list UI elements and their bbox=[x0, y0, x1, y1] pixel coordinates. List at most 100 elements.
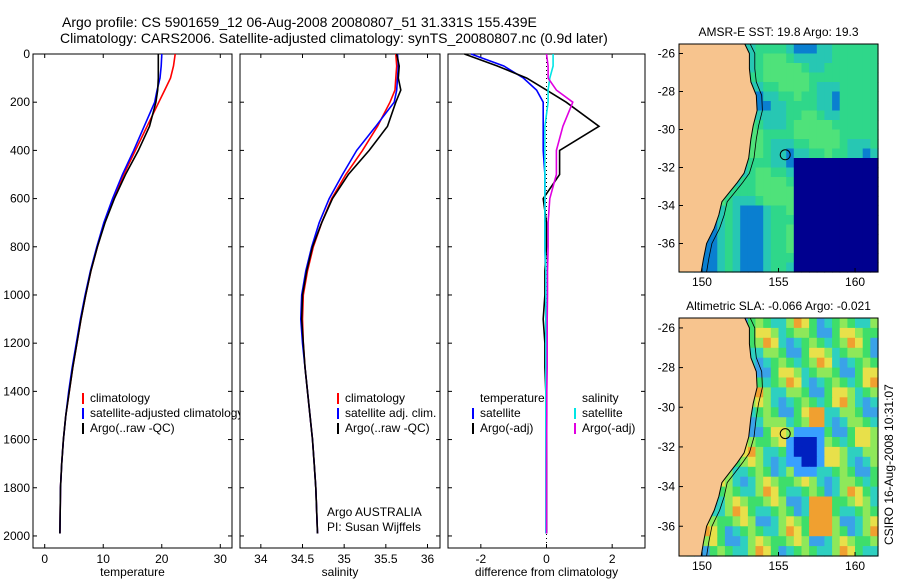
map-cell bbox=[717, 243, 726, 254]
legend-entry: climatology bbox=[90, 391, 150, 405]
map-cell bbox=[786, 72, 795, 83]
map-cell bbox=[770, 407, 780, 418]
map-cell bbox=[778, 177, 787, 188]
coastline bbox=[700, 43, 758, 273]
map-cell bbox=[862, 437, 871, 448]
shelf-contour bbox=[706, 43, 763, 273]
legend-entry: satellite-adjusted climatology bbox=[90, 406, 243, 420]
map-cell bbox=[770, 347, 780, 359]
map-cell bbox=[755, 215, 764, 226]
map-cell bbox=[832, 158, 841, 169]
map-cell bbox=[847, 139, 856, 150]
map-cell bbox=[824, 506, 833, 517]
map-cell bbox=[832, 318, 841, 329]
map-cell bbox=[793, 101, 803, 112]
map-cell bbox=[747, 158, 757, 169]
map-cell bbox=[793, 476, 803, 488]
map-cell bbox=[724, 262, 734, 273]
map-cell bbox=[755, 91, 764, 102]
map-cell bbox=[870, 367, 879, 379]
map-cell bbox=[778, 526, 787, 537]
map-cell bbox=[832, 234, 841, 245]
map-cell bbox=[778, 82, 787, 93]
map-cell bbox=[793, 417, 803, 428]
map-cell bbox=[717, 262, 726, 273]
map-cell bbox=[778, 476, 787, 488]
map-cell bbox=[793, 536, 803, 547]
map-cell bbox=[839, 476, 848, 488]
header-line-1: Argo profile: CS 5901659_12 06-Aug-2008 … bbox=[62, 14, 537, 30]
map-cell bbox=[809, 337, 818, 349]
map-cell bbox=[870, 446, 879, 458]
x-tick-label: 30 bbox=[214, 552, 228, 566]
x-tick-label: 155 bbox=[768, 275, 788, 289]
map-cell bbox=[832, 536, 841, 547]
map-cell bbox=[809, 148, 818, 159]
map-cell bbox=[809, 446, 818, 458]
map-cell bbox=[824, 327, 833, 339]
map-cell bbox=[870, 215, 879, 226]
map-cell bbox=[847, 526, 856, 537]
land-area bbox=[679, 44, 758, 272]
map-cell bbox=[839, 82, 848, 93]
map-cell bbox=[786, 205, 795, 216]
map-cell bbox=[770, 186, 780, 197]
map-cell bbox=[770, 129, 780, 140]
map-cell bbox=[816, 129, 826, 140]
map-cell bbox=[786, 387, 795, 398]
map-cell bbox=[786, 243, 795, 254]
map-cell bbox=[862, 110, 871, 121]
map-cell bbox=[717, 496, 726, 507]
map-cell bbox=[801, 120, 810, 131]
map-cell bbox=[763, 337, 772, 349]
map-cell bbox=[763, 466, 772, 478]
map-cell bbox=[747, 526, 757, 537]
map-cell bbox=[709, 262, 718, 273]
map-cell bbox=[793, 82, 803, 93]
map-cell bbox=[786, 234, 795, 245]
x-tick-label: 155 bbox=[768, 559, 788, 573]
series-line-magenta bbox=[545, 53, 574, 534]
map-cell bbox=[870, 234, 879, 245]
map-cell bbox=[770, 72, 780, 83]
map-cell bbox=[786, 63, 795, 74]
map-cell bbox=[824, 357, 833, 369]
map-cell bbox=[778, 427, 787, 438]
map-cell bbox=[778, 377, 787, 388]
map-cell bbox=[816, 139, 826, 150]
map-cell bbox=[847, 486, 856, 498]
map-cell bbox=[839, 347, 848, 359]
map-cell bbox=[793, 427, 803, 438]
map-cell bbox=[824, 456, 833, 468]
map-cell bbox=[809, 357, 818, 369]
map-cell bbox=[816, 536, 826, 547]
map-cell bbox=[786, 53, 795, 64]
map-cell bbox=[786, 486, 795, 498]
map-cell bbox=[755, 476, 764, 488]
map-cell bbox=[847, 205, 856, 216]
y-tick-label: 2000 bbox=[3, 529, 30, 543]
legend-entry: Argo(-adj) bbox=[582, 421, 635, 435]
map-cell bbox=[763, 215, 772, 226]
map-cell bbox=[862, 466, 871, 478]
temperature-profile-chart: 0 10 20 30 0 200 400 600 800 1000 1200 1400 1600 1800… bbox=[3, 47, 243, 579]
map-cell bbox=[870, 526, 879, 537]
map-cell bbox=[778, 224, 787, 235]
map-cell bbox=[740, 205, 749, 216]
map-cell bbox=[709, 536, 718, 547]
map-cell bbox=[755, 148, 764, 159]
map-cell bbox=[770, 506, 780, 517]
map-cell bbox=[793, 377, 803, 388]
map-cell bbox=[816, 148, 826, 159]
map-cell bbox=[824, 347, 833, 359]
map-cell bbox=[824, 72, 833, 83]
map-cell bbox=[755, 253, 764, 264]
map-cell bbox=[847, 82, 856, 93]
map-cell bbox=[839, 262, 848, 273]
map-cell bbox=[732, 243, 741, 254]
map-cell bbox=[809, 91, 818, 102]
map-cell bbox=[809, 526, 818, 537]
x-tick-label: 36 bbox=[421, 552, 435, 566]
map-cell bbox=[740, 466, 749, 478]
map-cell bbox=[870, 243, 879, 254]
